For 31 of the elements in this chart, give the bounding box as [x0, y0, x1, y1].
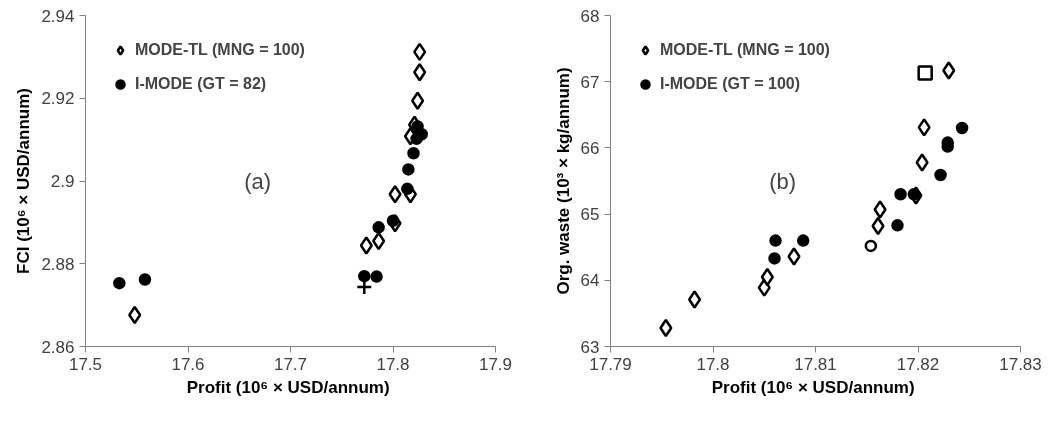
x-axis-title: Profit (10⁶ × USD/annum) — [711, 377, 915, 397]
x-tick-label: 17.8 — [376, 354, 410, 374]
x-tick-label: 17.83 — [999, 354, 1042, 374]
x-tick-label: 17.82 — [896, 354, 940, 374]
legend-label: I-MODE (GT = 100) — [660, 75, 801, 93]
x-tick-label: 17.6 — [171, 354, 205, 374]
y-tick-label: 2.86 — [41, 337, 75, 357]
y-tick-label: 67 — [580, 72, 600, 92]
x-axis-title: Profit (10⁶ × USD/annum) — [186, 377, 390, 397]
x-tick-label: 17.5 — [68, 354, 103, 374]
y-tick-label: 68 — [580, 6, 600, 26]
legend-label: I-MODE (GT = 82) — [135, 75, 267, 93]
y-tick-label: 2.88 — [41, 254, 75, 274]
x-tick-label: 17.79 — [589, 354, 632, 374]
y-tick-label: 2.92 — [41, 89, 75, 109]
annotation: (a) — [244, 168, 272, 194]
x-tick-label: 17.7 — [273, 354, 308, 374]
y-tick-label: 63 — [580, 337, 600, 357]
y-tick-label: 2.94 — [41, 6, 75, 26]
annotation: (b) — [769, 168, 797, 194]
legend-label: MODE-TL (MNG = 100) — [660, 41, 830, 59]
y-axis-title: FCI (10⁶ × USD/annum) — [14, 88, 34, 274]
y-tick-label: 65 — [580, 205, 600, 225]
legend-label: MODE-TL (MNG = 100) — [135, 41, 305, 59]
x-tick-label: 17.8 — [696, 354, 730, 374]
y-tick-label: 2.9 — [50, 172, 75, 191]
x-tick-label: 17.9 — [478, 354, 513, 374]
y-tick-label: 64 — [580, 271, 600, 291]
y-tick-label: 66 — [580, 138, 600, 158]
y-axis-title: Org. waste (10³ × kg/annum) — [553, 67, 573, 295]
x-tick-label: 17.81 — [794, 354, 837, 374]
